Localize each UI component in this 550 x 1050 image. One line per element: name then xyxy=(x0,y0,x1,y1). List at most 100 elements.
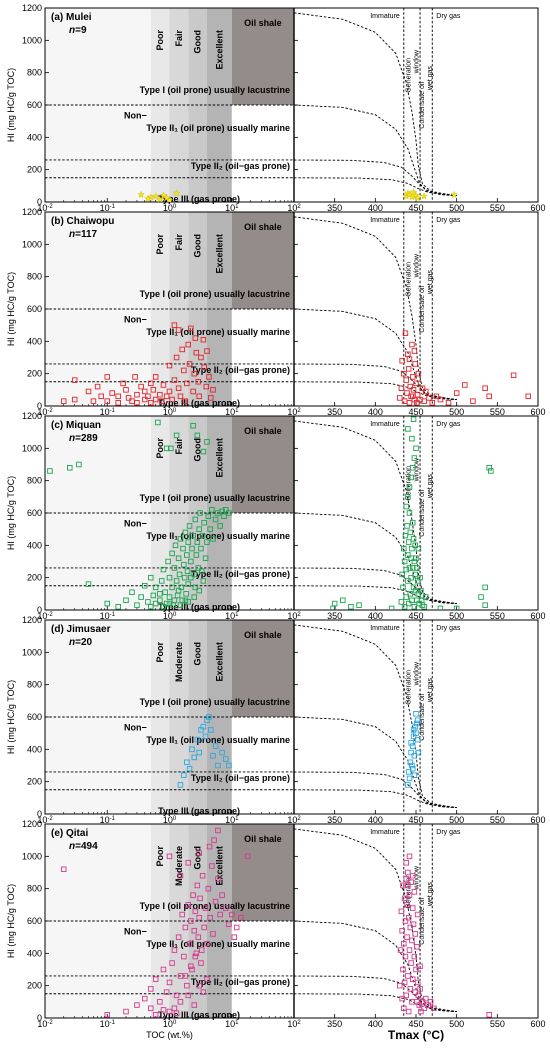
toc-hi-point xyxy=(182,924,189,931)
toc-hi-point xyxy=(212,898,219,905)
tmax-hi-point xyxy=(406,356,413,362)
toc-hi-point xyxy=(186,940,193,947)
x-axis-label-toc: TOC (wt.%) xyxy=(146,1030,193,1040)
toc-hi-point xyxy=(190,422,196,429)
toc-hi-point xyxy=(163,600,170,607)
zone-label-excellent: Excellent xyxy=(214,438,224,478)
y-tick-label: 1000 xyxy=(22,239,42,249)
tmax-hi-point xyxy=(406,892,413,898)
tmax-hi-point xyxy=(403,377,409,383)
toc-hi-point xyxy=(185,539,191,545)
toc-hi-point xyxy=(115,604,121,610)
type-curve xyxy=(293,512,457,604)
tmax-hi-point xyxy=(405,552,411,558)
tmax-hi-point xyxy=(482,602,488,608)
y-tick-label: 0 xyxy=(37,809,42,819)
type-label-2: Type II₁ (oil prone) usually marine xyxy=(146,939,290,949)
label-condensate: Condensate oil xyxy=(419,286,426,333)
label-window: window xyxy=(414,49,421,74)
toc-hi-point xyxy=(204,348,210,354)
toc-hi-point xyxy=(205,513,212,519)
toc-hi-point xyxy=(189,746,195,753)
tmax-hi-point xyxy=(399,927,405,934)
toc-hi-point xyxy=(175,385,182,391)
type-label-4: Type III (gas prone) xyxy=(158,602,240,612)
type-label-3: Type II₂ (oil−gas prone) xyxy=(191,977,290,987)
toc-hi-point xyxy=(177,999,184,1005)
toc-hi-point xyxy=(115,400,121,406)
toc-hi-point xyxy=(145,393,151,400)
tmax-tick-label: 350 xyxy=(327,203,342,213)
tmax-hi-point xyxy=(462,382,468,388)
toc-hi-point xyxy=(222,905,229,911)
zone-band xyxy=(150,416,170,610)
toc-hi-point xyxy=(185,341,191,348)
toc-hi-point xyxy=(150,387,157,393)
x-tick-label: 10-1 xyxy=(100,611,116,621)
toc-hi-point xyxy=(177,872,184,879)
tmax-hi-point xyxy=(411,348,418,354)
tmax-hi-point xyxy=(413,711,419,717)
toc-hi-point xyxy=(104,374,110,380)
type-label-3: Type II₂ (oil−gas prone) xyxy=(191,773,290,783)
toc-hi-point xyxy=(175,934,182,940)
label-dry-gas: Dry gas xyxy=(436,421,461,428)
toc-hi-point xyxy=(190,532,196,539)
tmax-hi-point xyxy=(433,393,440,400)
toc-hi-point xyxy=(185,599,191,605)
x-tick-label: 100 xyxy=(163,815,177,825)
tmax-hi-point xyxy=(411,604,418,610)
tmax-hi-point xyxy=(403,594,409,600)
toc-hi-point xyxy=(166,1008,173,1015)
x-tick-label: 101 xyxy=(225,611,239,621)
tmax-hi-point xyxy=(405,494,411,500)
toc-hi-point xyxy=(163,445,170,452)
toc-hi-point xyxy=(192,335,199,341)
label-dry-gas: Dry gas xyxy=(436,13,461,20)
tmax-tick-label: 500 xyxy=(449,611,464,621)
tmax-hi-point xyxy=(409,743,416,749)
type-curve xyxy=(293,716,457,808)
toc-hi-point xyxy=(163,989,170,995)
toc-hi-point xyxy=(177,782,184,788)
tmax-tick-label: 500 xyxy=(449,407,464,417)
toc-hi-point xyxy=(228,911,235,918)
toc-hi-point xyxy=(200,578,207,584)
toc-hi-point xyxy=(191,571,198,578)
toc-hi-point xyxy=(199,872,206,879)
tmax-hi-point xyxy=(401,558,408,565)
toc-hi-point xyxy=(200,448,207,455)
tmax-hi-point xyxy=(427,999,434,1005)
toc-hi-point xyxy=(208,395,214,401)
toc-hi-point xyxy=(182,398,189,404)
y-tick-label: 600 xyxy=(27,712,42,722)
toc-hi-point xyxy=(160,1007,167,1013)
type-curve xyxy=(293,624,457,808)
zone-band-lower xyxy=(231,105,294,202)
type-curve xyxy=(293,789,457,808)
toc-hi-point xyxy=(132,374,138,380)
toc-hi-point xyxy=(169,584,175,591)
type-curve xyxy=(293,381,457,400)
toc-hi-point xyxy=(181,561,187,568)
toc-hi-point xyxy=(196,393,202,400)
toc-hi-point xyxy=(182,529,189,536)
toc-hi-point xyxy=(201,924,207,931)
tmax-hi-point xyxy=(410,416,417,422)
toc-hi-point xyxy=(98,393,104,400)
tmax-hi-point xyxy=(470,398,476,404)
tmax-hi-point xyxy=(401,895,408,902)
tmax-hi-point xyxy=(437,396,444,403)
toc-hi-point xyxy=(163,393,170,400)
tmax-hi-point xyxy=(410,536,417,542)
zone-label-non: Non− xyxy=(124,723,147,733)
tmax-hi-point xyxy=(402,918,409,924)
toc-hi-point xyxy=(201,519,207,526)
tmax-hi-point xyxy=(417,396,423,403)
tmax-hi-point xyxy=(407,759,414,766)
tmax-hi-point xyxy=(388,605,395,610)
toc-hi-point xyxy=(152,600,159,607)
tmax-tick-label: 350 xyxy=(327,1019,342,1029)
y-tick-label: 800 xyxy=(27,680,42,690)
tmax-tick-label: 550 xyxy=(490,203,505,213)
